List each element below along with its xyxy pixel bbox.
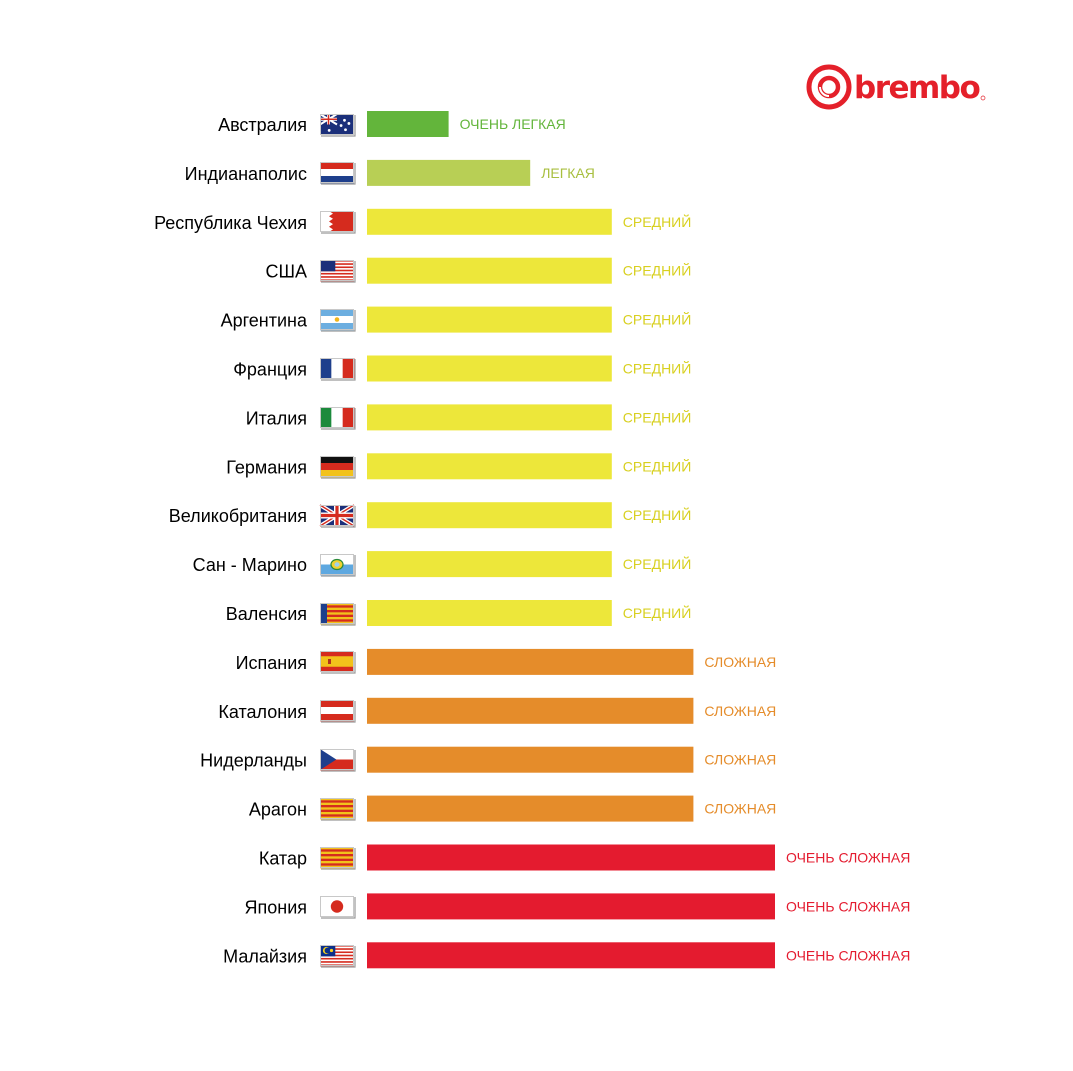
category-label: Аргентина [221, 311, 308, 331]
catalonia-flag-icon [320, 847, 356, 870]
difficulty-label: СЛОЖНАЯ [704, 654, 776, 670]
difficulty-label: ОЧЕНЬ СЛОЖНАЯ [786, 898, 910, 914]
bar [367, 306, 612, 333]
bar [367, 453, 612, 480]
difficulty-label: СРЕДНИЙ [623, 408, 692, 425]
category-label: Катар [259, 849, 307, 869]
category-label: Испания [236, 653, 307, 673]
brembo-logo: brembo [806, 64, 986, 110]
bar [367, 844, 775, 871]
difficulty-label: ОЧЕНЬ СЛОЖНАЯ [786, 947, 910, 963]
category-label: США [265, 262, 307, 282]
bahrain-flag-icon [320, 211, 356, 234]
czech-flag-icon [320, 749, 356, 772]
difficulty-label: ОЧЕНЬ ЛЕГКАЯ [460, 116, 566, 132]
bar [367, 355, 612, 382]
aragon-flag-icon [320, 798, 356, 821]
bar [367, 600, 612, 626]
bar [367, 746, 694, 773]
category-label: Индианаполис [185, 164, 307, 184]
bar [367, 697, 694, 724]
category-label: Валенсия [226, 604, 307, 624]
netherlands-flag-icon [320, 162, 356, 185]
valencia-flag-icon [320, 603, 356, 626]
difficulty-label: ЛЕГКАЯ [541, 165, 595, 181]
bar [367, 502, 612, 529]
category-label: Каталония [218, 702, 307, 722]
bar [367, 648, 694, 675]
difficulty-label: СЛОЖНАЯ [704, 703, 776, 719]
category-label: Нидерланды [200, 751, 307, 771]
bar [367, 551, 612, 578]
usa-flag-icon [320, 260, 356, 283]
category-label: Республика Чехия [154, 213, 307, 233]
difficulty-label: СРЕДНИЙ [623, 555, 692, 572]
category-label: Германия [226, 457, 307, 477]
brembo-logo-mark [806, 64, 852, 110]
bar [367, 257, 612, 284]
category-label: Арагон [249, 800, 307, 820]
italy-flag-icon [320, 407, 356, 430]
san-marino-flag-icon [320, 554, 356, 577]
category-label: Сан - Марино [193, 555, 307, 575]
difficulty-label: СРЕДНИЙ [623, 604, 692, 621]
australia-flag-icon [319, 113, 356, 137]
difficulty-label: СЛОЖНАЯ [704, 752, 776, 768]
bar [367, 208, 612, 235]
malaysia-flag-icon [320, 945, 356, 968]
category-label: Малайзия [223, 946, 307, 966]
difficulty-label: СРЕДНИЙ [623, 360, 692, 377]
austria-flag-icon [320, 700, 356, 723]
uk-flag-icon [318, 503, 356, 528]
bar [367, 893, 775, 920]
bar [367, 159, 531, 186]
bar [367, 404, 612, 431]
category-label: Япония [245, 897, 308, 917]
category-label: Австралия [218, 115, 307, 135]
difficulty-label: СРЕДНИЙ [623, 457, 692, 474]
bar [367, 795, 694, 822]
argentina-flag-icon [320, 309, 356, 332]
difficulty-label: СРЕДНИЙ [623, 262, 692, 279]
difficulty-label: СЛОЖНАЯ [704, 801, 776, 817]
category-label: Великобритания [169, 506, 307, 526]
difficulty-label: ОЧЕНЬ СЛОЖНАЯ [786, 850, 910, 866]
category-label: Италия [246, 408, 307, 428]
difficulty-label: СРЕДНИЙ [623, 506, 692, 523]
brembo-wordmark: brembo [854, 70, 979, 106]
spain-flag-icon [320, 651, 356, 674]
japan-flag-icon [320, 896, 356, 919]
bar [367, 111, 449, 137]
difficulty-label: СРЕДНИЙ [623, 213, 692, 230]
category-label: Франция [233, 360, 307, 380]
france-flag-icon [320, 358, 356, 381]
bar [367, 942, 775, 969]
germany-flag-icon [320, 456, 356, 479]
difficulty-label: СРЕДНИЙ [623, 311, 692, 328]
